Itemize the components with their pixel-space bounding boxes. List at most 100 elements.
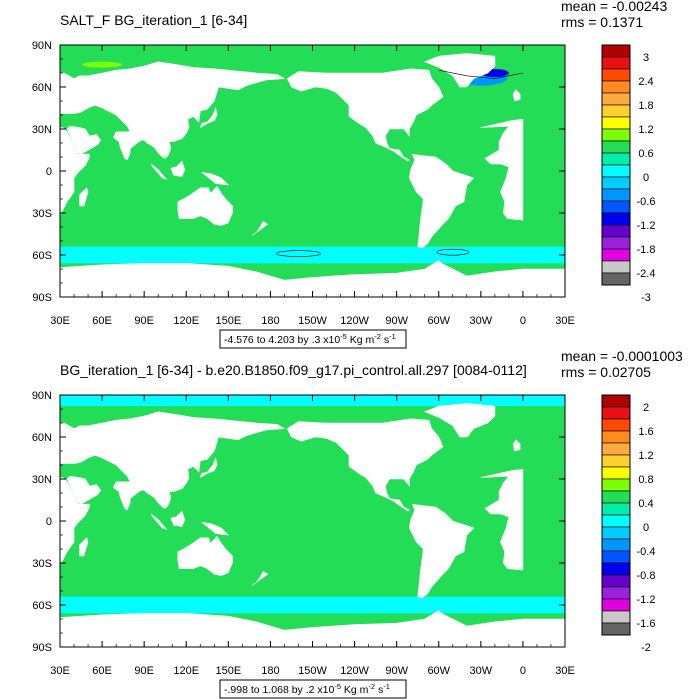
top-land-japan bbox=[199, 106, 218, 129]
bottom-colorbar-swatch bbox=[601, 574, 631, 588]
top-colorbar-swatch bbox=[601, 80, 631, 94]
bottom-land-greenland bbox=[423, 403, 496, 438]
top-x-tick-label: 30E bbox=[555, 315, 575, 327]
top-southern-band bbox=[60, 246, 565, 264]
top-arctic-anomaly bbox=[82, 61, 123, 68]
bottom-land-newguinea bbox=[201, 522, 230, 536]
top-colorbar-label: -0.6 bbox=[637, 196, 656, 208]
top-x-tick-label: 90E bbox=[134, 315, 154, 327]
bottom-x-tick-label: 30W bbox=[470, 665, 493, 677]
bottom-colorbar-swatch bbox=[601, 610, 631, 624]
bottom-colorbar-label: -1.2 bbox=[637, 594, 656, 606]
top-colorbar-label: -1.8 bbox=[637, 244, 656, 256]
bottom-colorbar-swatch bbox=[601, 622, 631, 636]
bottom-x-tick-label: 90W bbox=[385, 665, 408, 677]
bottom-y-tick-label: 60N bbox=[32, 432, 52, 444]
bottom-land-sumatra bbox=[150, 513, 168, 531]
top-y-tick-label: 30N bbox=[32, 124, 52, 136]
bottom-colorbar-swatch bbox=[601, 598, 631, 612]
top-colorbar-swatch bbox=[601, 140, 631, 154]
top-land-uk bbox=[512, 89, 521, 102]
bottom-contour-info-part: -.998 to 1.068 by .2 x10 bbox=[224, 684, 334, 696]
top-chart-title: SALT_F BG_iteration_1 [6-34] bbox=[60, 12, 247, 28]
top-colorbar-swatch bbox=[601, 224, 631, 238]
bottom-map-field bbox=[60, 395, 565, 647]
bottom-colorbar-swatch bbox=[601, 562, 631, 576]
top-colorbar-swatch bbox=[601, 128, 631, 142]
bottom-y-tick-label: 0 bbox=[46, 516, 52, 528]
bottom-land-africaW bbox=[480, 468, 524, 571]
bottom-colorbar-label: 0.8 bbox=[638, 474, 653, 486]
top-colorbar-swatch bbox=[601, 200, 631, 214]
top-y-tick-label: 90S bbox=[32, 292, 52, 304]
top-y-tick-label: 30S bbox=[32, 208, 52, 220]
bottom-colorbar-label: -2 bbox=[641, 642, 651, 654]
top-contour-info: -4.576 to 4.203 by .3 x10-5 Kg m-2 s-1 bbox=[224, 332, 396, 346]
bottom-colorbar-swatch bbox=[601, 550, 631, 564]
bottom-colorbar-label: 2 bbox=[643, 402, 649, 414]
bottom-colorbar-swatch bbox=[601, 418, 631, 432]
bottom-land-arabia bbox=[66, 475, 102, 505]
bottom-colorbar-swatch bbox=[601, 586, 631, 600]
bottom-land-australia bbox=[177, 535, 233, 576]
bottom-y-tick-label: 30S bbox=[32, 558, 52, 570]
bottom-colorbar-frame bbox=[601, 394, 631, 636]
top-colorbar-swatch bbox=[601, 104, 631, 118]
top-land-borneo bbox=[170, 160, 186, 177]
top-colorbar-label: 3 bbox=[643, 52, 649, 64]
bottom-contour-info-box bbox=[219, 679, 407, 699]
top-colorbar-swatch bbox=[601, 176, 631, 190]
top-x-tick-label: 120W bbox=[340, 315, 369, 327]
top-colorbar-swatch bbox=[601, 188, 631, 202]
bottom-land-uk bbox=[512, 439, 521, 452]
bottom-x-tick-label: 120E bbox=[173, 665, 199, 677]
bottom-contour-info-part: -1 bbox=[383, 682, 390, 691]
bottom-chart-title: BG_iteration_1 [6-34] - b.e20.B1850.f09_… bbox=[60, 362, 527, 378]
top-colorbar-swatch bbox=[601, 248, 631, 262]
top-colorbar-swatch bbox=[601, 92, 631, 106]
bottom-colorbar-swatch bbox=[601, 490, 631, 504]
bottom-colorbar-label: 0.4 bbox=[638, 498, 653, 510]
top-x-tick-label: 150E bbox=[215, 315, 241, 327]
top-x-tick-label: 30E bbox=[50, 315, 70, 327]
top-x-tick-label: 180 bbox=[261, 315, 279, 327]
top-x-tick-label: 60W bbox=[427, 315, 450, 327]
bottom-contour-info-part: s bbox=[375, 684, 383, 696]
top-contour-line bbox=[436, 248, 470, 256]
top-y-tick-label: 90N bbox=[32, 40, 52, 52]
bottom-colorbar-swatch bbox=[601, 538, 631, 552]
bottom-colorbar-swatch bbox=[601, 526, 631, 540]
top-contour-info-part: s bbox=[381, 334, 389, 346]
bottom-colorbar-swatch bbox=[601, 442, 631, 456]
top-contour-info-part: -2 bbox=[374, 332, 381, 341]
top-land-arabia bbox=[66, 125, 102, 155]
top-colorbar-label: 0 bbox=[643, 172, 649, 184]
top-land-africaE bbox=[60, 127, 90, 215]
top-colorbar-label: -2.4 bbox=[637, 268, 656, 280]
bottom-colorbar-swatch bbox=[601, 454, 631, 468]
top-land-madagascar bbox=[79, 187, 89, 207]
top-y-tick-label: 60S bbox=[32, 250, 52, 262]
top-land-newguinea bbox=[201, 172, 230, 186]
bottom-map-panel: BG_iteration_1 [6-34] - b.e20.B1850.f09_… bbox=[0, 350, 700, 700]
top-map-panel: SALT_F BG_iteration_1 [6-34] mean = -0.00… bbox=[32, 0, 667, 349]
top-land-greenland bbox=[423, 53, 496, 88]
bottom-y-tick-label: 90S bbox=[32, 642, 52, 654]
top-contour-info-part: Kg m bbox=[347, 334, 375, 346]
bottom-land-newzealand bbox=[252, 570, 269, 586]
top-colorbar-label: -1.2 bbox=[637, 220, 656, 232]
top-map-chart: SALT_F BG_iteration_1 [6-34] mean = -0.00… bbox=[32, 0, 667, 349]
top-x-tick-label: 150W bbox=[298, 315, 327, 327]
top-colorbar-frame bbox=[601, 44, 631, 286]
top-colorbar-swatch bbox=[601, 260, 631, 274]
top-colorbar-swatch bbox=[601, 212, 631, 226]
bottom-contour-info-part: Kg m bbox=[341, 684, 369, 696]
bottom-y-tick-label: 90N bbox=[32, 390, 52, 402]
top-colorbar-swatch bbox=[601, 236, 631, 250]
top-colorbar-label: 1.8 bbox=[638, 100, 653, 112]
top-contour-info-box bbox=[219, 329, 407, 349]
bottom-colorbar-swatch bbox=[601, 394, 631, 408]
bottom-colorbar-label: -1.6 bbox=[637, 618, 656, 630]
top-y-tick-label: 0 bbox=[46, 166, 52, 178]
bottom-contour-info-part: -2 bbox=[368, 682, 375, 691]
